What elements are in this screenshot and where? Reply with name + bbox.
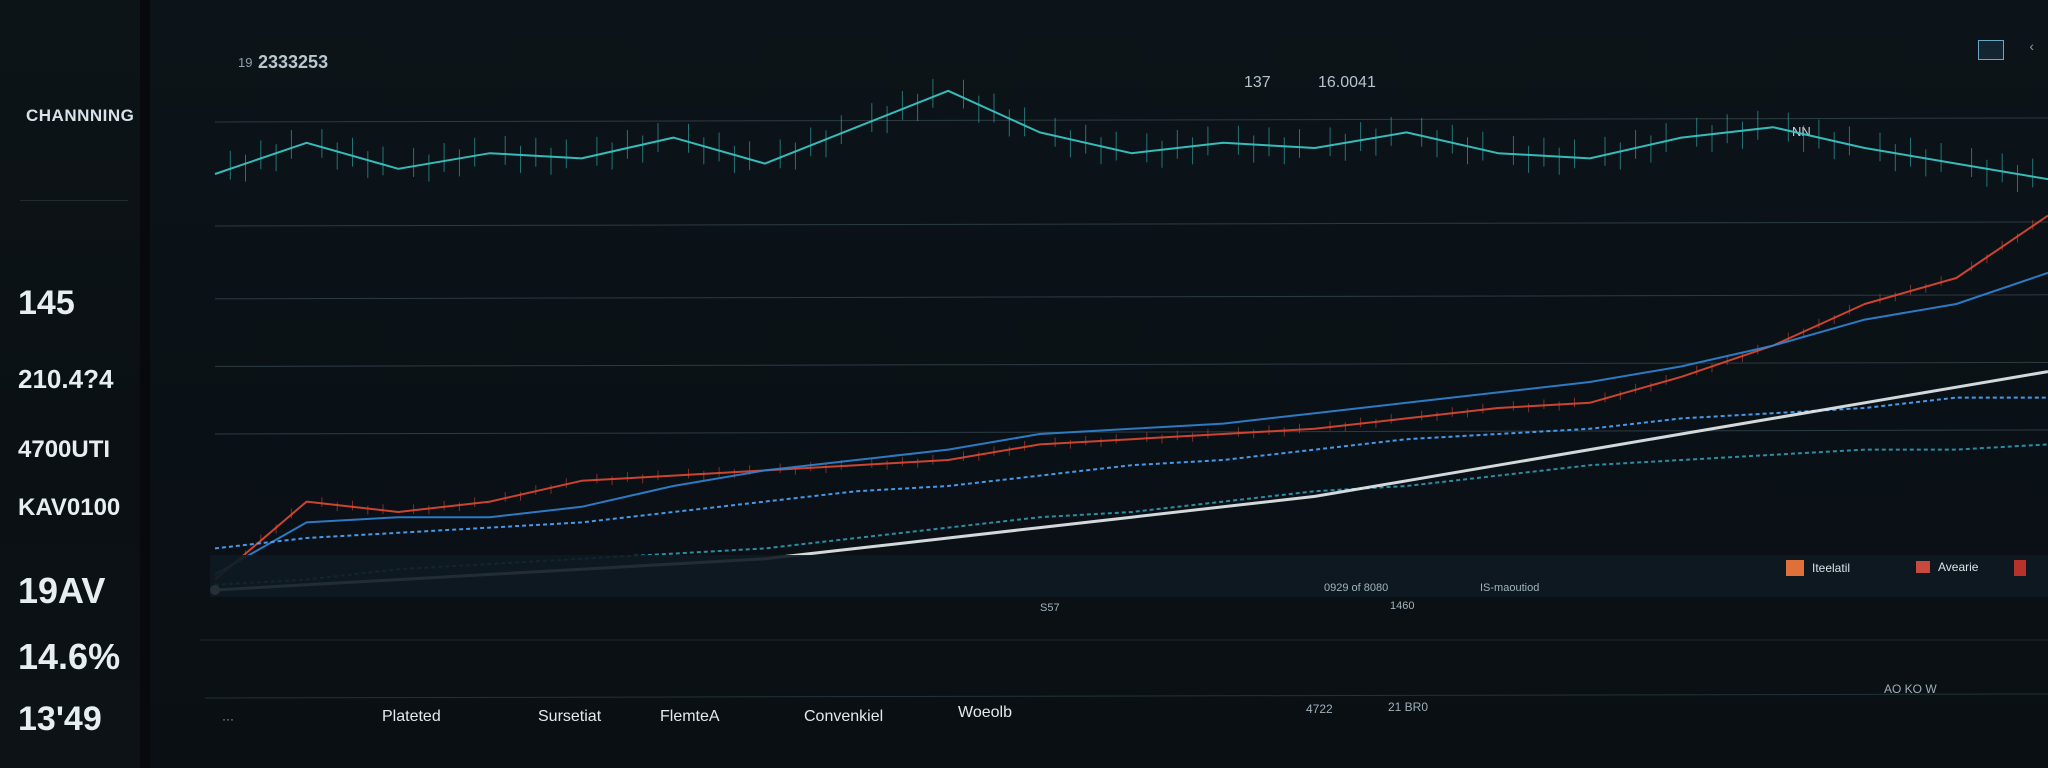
chart-grid bbox=[214, 117, 2048, 435]
legend-item-3[interactable] bbox=[2014, 560, 2034, 576]
gridline-4 bbox=[214, 361, 2048, 367]
mid-strip-b: 0929 of 8080 bbox=[1324, 582, 1389, 594]
legend-item-1[interactable]: Iteelatil bbox=[1786, 560, 1850, 576]
legend-label-1: Iteelatil bbox=[1812, 561, 1851, 575]
bottom-tab-3[interactable]: FlemteA bbox=[660, 708, 720, 725]
mid-strip-a: S57 bbox=[1040, 602, 1060, 614]
legend-label-2: Avearie bbox=[1938, 560, 1979, 574]
toggle-chip[interactable] bbox=[1978, 40, 2004, 60]
header-left-code: 19 bbox=[238, 55, 253, 70]
gridline-5 bbox=[214, 429, 2048, 435]
metric-2[interactable]: 210.4?4 bbox=[18, 364, 119, 395]
metric-1-value: 145 bbox=[18, 284, 75, 322]
mid-strip-d: 1460 bbox=[1390, 600, 1415, 612]
gridline-1 bbox=[214, 117, 2048, 123]
header-center-a: 137 bbox=[1244, 74, 1271, 91]
bottom-tab-4[interactable]: Convenkiel bbox=[804, 708, 884, 725]
metric-1[interactable]: 145 bbox=[18, 284, 81, 323]
legend-item-2[interactable]: Avearie bbox=[1916, 560, 1978, 574]
metric-2-value: 210.4?4 bbox=[18, 364, 114, 394]
metric-3-value: 4700UTI bbox=[18, 436, 111, 463]
chart-series bbox=[210, 78, 2048, 595]
series-line-4 bbox=[214, 396, 2048, 550]
bottom-tab-2[interactable]: Sursetiat bbox=[538, 708, 602, 725]
series-line-5 bbox=[214, 443, 2048, 586]
metric-5-value: 19AV bbox=[18, 570, 106, 611]
header-center-b: 16.0041 bbox=[1318, 74, 1376, 91]
series-line-1 bbox=[214, 89, 2048, 181]
metric-7-value: 13'49 bbox=[18, 700, 102, 738]
metric-5[interactable]: 19AV bbox=[18, 570, 111, 612]
chevron-icon[interactable]: ‹ bbox=[2029, 38, 2034, 54]
mid-strip-c: IS-maoutiod bbox=[1480, 582, 1540, 594]
legend-swatch-1 bbox=[1786, 560, 1804, 576]
metric-6[interactable]: 14.6% bbox=[18, 636, 126, 678]
bottom-tab-1[interactable]: Plateted bbox=[382, 708, 441, 725]
gridline-3 bbox=[214, 294, 2048, 300]
legend-swatch-3 bbox=[2014, 560, 2026, 576]
sidebar-divider bbox=[20, 200, 128, 201]
sidebar: CHANNNING 145 210.4?4 4700UTI KAV0100 19… bbox=[0, 0, 140, 768]
bottom-tab-5[interactable]: Woeolb bbox=[958, 704, 1012, 721]
series-line-3 bbox=[214, 271, 2048, 576]
bottom-right-2: 21 BR0 bbox=[1388, 700, 1429, 714]
metric-7[interactable]: 13'49 bbox=[18, 700, 108, 739]
mid-strip bbox=[210, 555, 2048, 597]
metric-4-value: KAV0100 bbox=[18, 494, 121, 521]
bottom-right-1: 4722 bbox=[1306, 702, 1333, 716]
gridline-2 bbox=[214, 221, 2048, 227]
legend-swatch-2 bbox=[1916, 561, 1930, 573]
metric-6-value: 14.6% bbox=[18, 636, 121, 677]
metric-3[interactable]: 4700UTI bbox=[18, 436, 116, 464]
bottom-right-3: AO KO W bbox=[1884, 682, 1937, 696]
bottom-tab-bar: ··· Plateted Sursetiat FlemteA Convenkie… bbox=[200, 682, 2040, 734]
bottom-divider bbox=[204, 693, 2048, 699]
metric-4[interactable]: KAV0100 bbox=[18, 494, 126, 522]
series-line-2 bbox=[214, 214, 2048, 581]
sidebar-heading: CHANNNING bbox=[26, 106, 135, 125]
bottom-tab-0[interactable]: ··· bbox=[222, 712, 234, 726]
header-left-value: 2333253 bbox=[258, 52, 329, 72]
